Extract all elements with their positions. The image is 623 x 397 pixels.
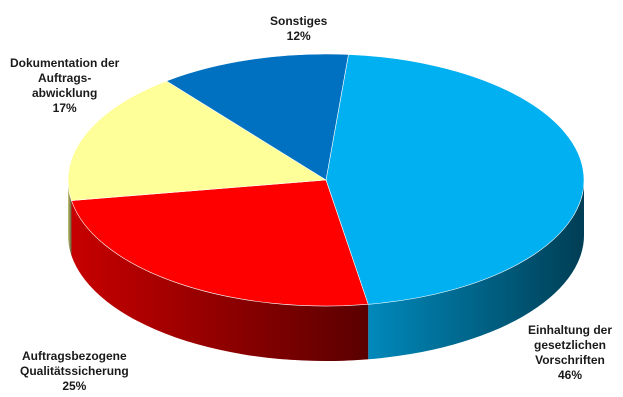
pie-side-walls: [68, 180, 584, 362]
slice-label-einhaltung: Einhaltung der gesetzlichen Vorschriften…: [528, 323, 612, 382]
pie-slice-1: [71, 179, 369, 307]
slice-label-dokumentation: Dokumentation der Auftrags- abwicklung 1…: [10, 56, 120, 115]
slice-label-qualitaetssicherung: Auftragsbezogene Qualitätssicherung 25%: [20, 349, 129, 393]
pie-slice-3: [165, 53, 349, 181]
pie-slice-0: [325, 54, 585, 305]
pie-side-shade-1-0: [71, 200, 369, 362]
slice-label-sonstiges: Sonstiges 12%: [270, 14, 328, 43]
pie-slice-2: [67, 80, 327, 201]
pie-side-shade-0-0: [368, 180, 584, 360]
pie-side-shade-2-0: [68, 180, 72, 256]
pie-top-faces: [67, 53, 585, 307]
